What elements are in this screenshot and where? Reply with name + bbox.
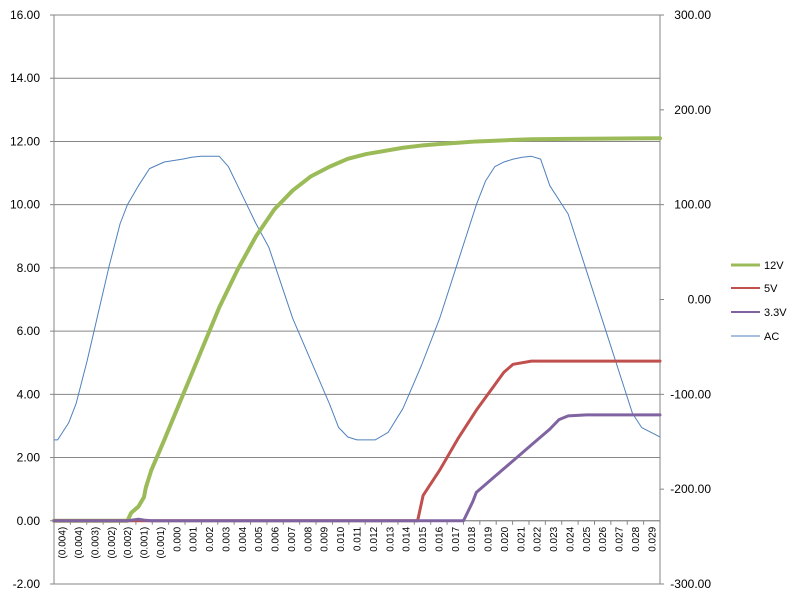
y-left-tick-label: 0.00 [17, 514, 41, 528]
y-left-tick-label: 16.00 [10, 8, 40, 22]
y-right-tick-label: 300.00 [674, 8, 711, 22]
y-right-tick-label: 0.00 [688, 293, 712, 307]
x-tick-label: 0.001 [189, 526, 200, 551]
series-line-3-3v [52, 413, 662, 523]
x-tick-label: (0.002) [123, 527, 134, 559]
x-tick-label: 0.027 [615, 526, 626, 551]
x-tick-label: 0.023 [549, 526, 560, 551]
series-line-ac [53, 155, 661, 441]
y-left-tick-label: 6.00 [17, 324, 41, 338]
x-tick-label: 0.022 [533, 526, 544, 551]
y-right-tick-label: -200.00 [670, 482, 711, 496]
y-right-tick-label: -100.00 [670, 387, 711, 401]
x-tick-label: (0.004) [58, 527, 69, 559]
x-tick-label: 0.017 [451, 526, 462, 551]
x-tick-label: 0.018 [467, 526, 478, 551]
left-y-axis: -2.00 0.00 2.00 4.00 6.00 8.00 10.00 12.00 14.00… [10, 8, 54, 591]
series-line-12v [52, 136, 662, 523]
x-tick-label: 0.014 [402, 526, 413, 551]
x-tick-label: 0.003 [221, 526, 232, 551]
x-tick-label: 0.029 [647, 526, 658, 551]
y-left-tick-label: -2.00 [13, 577, 41, 591]
x-tick-label: (0.002) [107, 527, 118, 559]
x-tick-label: 0.004 [238, 526, 249, 551]
legend-label: 12V [764, 260, 784, 272]
y-left-tick-label: 8.00 [17, 261, 41, 275]
x-tick-label: (0.003) [90, 527, 101, 559]
x-tick-label: 0.011 [353, 526, 364, 551]
x-tick-label: 0.026 [598, 526, 609, 551]
y-left-tick-label: 10.00 [10, 198, 40, 212]
x-tick-label: 0.006 [271, 526, 282, 551]
y-left-tick-label: 14.00 [10, 71, 40, 85]
x-tick-label: 0.010 [336, 526, 347, 551]
y-right-tick-label: 200.00 [674, 103, 711, 117]
right-y-axis: -300.00 -200.00 -100.00 0.00 100.00 200.00 300… [660, 8, 711, 591]
x-tick-label: 0.000 [172, 526, 183, 551]
x-tick-label: 0.009 [320, 526, 331, 551]
x-tick-label: 0.016 [434, 526, 445, 551]
x-tick-label: 0.020 [500, 526, 511, 551]
x-tick-label: (0.004) [74, 527, 85, 559]
x-tick-label: (0.001) [156, 527, 167, 559]
y-right-tick-label: -300.00 [670, 577, 711, 591]
x-tick-label: 0.024 [565, 526, 576, 551]
x-axis: (0.004) (0.004) (0.003) (0.002) (0.002) (0.00… [53, 520, 660, 559]
x-tick-label: 0.021 [516, 526, 527, 551]
x-tick-label: 0.025 [582, 526, 593, 551]
legend-label: 3.3V [764, 307, 787, 319]
legend-label: AC [764, 331, 779, 343]
series-lines [52, 136, 662, 523]
x-tick-label: 0.015 [418, 526, 429, 551]
x-tick-label: 0.013 [385, 526, 396, 551]
y-left-tick-label: 12.00 [10, 134, 40, 148]
y-left-tick-label: 4.00 [17, 387, 41, 401]
x-tick-label: 0.012 [369, 526, 380, 551]
x-tick-label: 0.002 [205, 526, 216, 551]
x-tick-label: (0.001) [140, 527, 151, 559]
x-tick-label: 0.005 [254, 526, 265, 551]
y-left-tick-label: 2.00 [17, 451, 41, 465]
legend: 12V 5V 3.3V AC [731, 260, 787, 343]
x-tick-label: 0.007 [287, 526, 298, 551]
x-tick-label: 0.008 [303, 526, 314, 551]
x-tick-label: 0.028 [631, 526, 642, 551]
y-right-tick-label: 100.00 [674, 198, 711, 212]
series-line-5v [52, 359, 662, 523]
x-tick-label: 0.019 [484, 526, 495, 551]
legend-label: 5V [764, 283, 778, 295]
